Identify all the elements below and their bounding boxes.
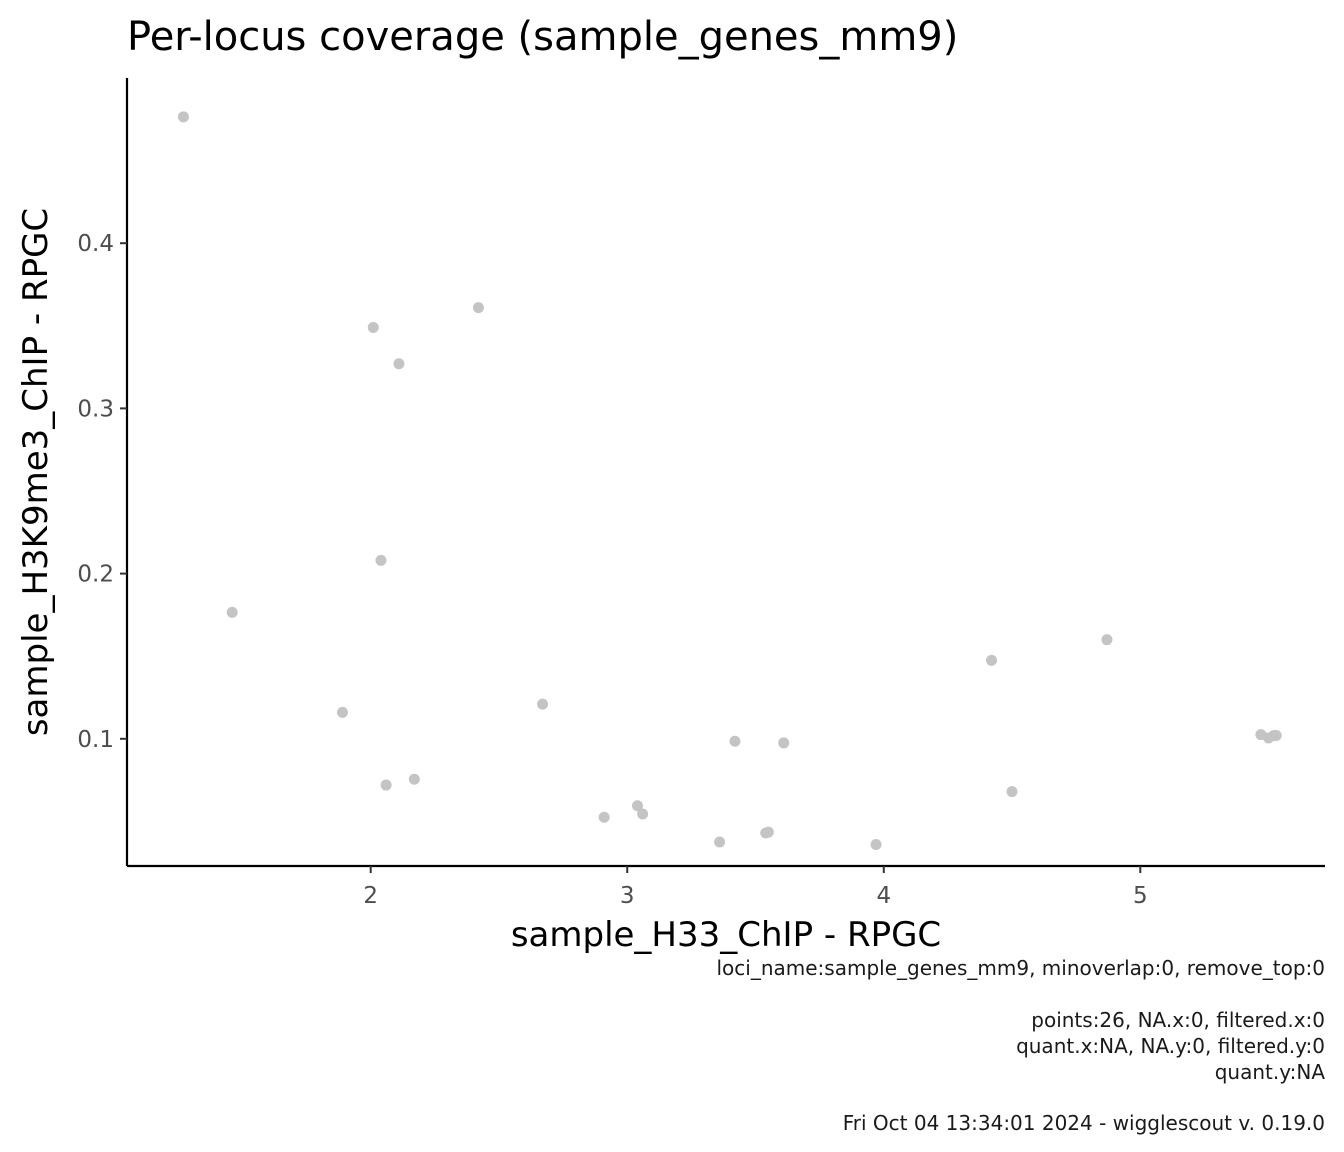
data-point-20 (986, 654, 998, 666)
y-tick-label: 0.3 (77, 396, 114, 422)
data-point-6 (380, 779, 392, 791)
data-point-18 (778, 737, 790, 749)
axis-ticks: 2 3 4 5 0.1 0.2 0.3 0.4 (77, 231, 1147, 909)
caption-line-quant-x: quant.x:NA, NA.y:0, filtered.y:0 (1016, 1034, 1325, 1058)
data-point-3 (336, 706, 348, 718)
data-point-15 (729, 735, 741, 747)
data-point-5 (375, 554, 387, 566)
data-point-8 (408, 773, 420, 785)
data-point-12 (631, 800, 643, 812)
y-tick-label: 0.1 (77, 727, 114, 753)
y-tick-label: 0.4 (77, 231, 114, 257)
data-point-26 (1270, 729, 1282, 741)
caption-line-timestamp: Fri Oct 04 13:34:01 2024 - wigglescout v… (843, 1111, 1325, 1135)
data-point-4 (367, 321, 379, 333)
caption-line-quant-y: quant.y:NA (1215, 1060, 1326, 1084)
data-point-19 (870, 839, 882, 851)
data-point-1 (177, 111, 189, 123)
x-tick-label: 3 (620, 883, 635, 909)
data-point-17 (762, 826, 774, 838)
data-point-14 (714, 836, 726, 848)
caption-line-loci: loci_name:sample_genes_mm9, minoverlap:0… (716, 956, 1325, 980)
caption-line-points: points:26, NA.x:0, filtered.x:0 (1031, 1008, 1325, 1032)
data-point-13 (637, 808, 649, 820)
y-tick-label: 0.2 (77, 562, 114, 588)
data-point-2 (226, 606, 238, 618)
data-point-22 (1101, 634, 1113, 646)
x-axis-label: sample_H33_ChIP - RPGC (511, 915, 941, 955)
x-tick-label: 2 (363, 883, 378, 909)
x-tick-label: 4 (876, 883, 891, 909)
chart-title: Per-locus coverage (sample_genes_mm9) (127, 14, 958, 60)
data-point-7 (393, 358, 405, 370)
x-tick-label: 5 (1133, 883, 1148, 909)
data-point-11 (598, 811, 610, 823)
data-point-10 (537, 698, 549, 710)
data-point-21 (1006, 786, 1018, 798)
plot-area (177, 111, 1282, 851)
data-point-9 (472, 302, 484, 314)
caption: loci_name:sample_genes_mm9, minoverlap:0… (716, 956, 1325, 1135)
y-axis-label: sample_H3K9me3_ChIP - RPGC (16, 208, 56, 736)
